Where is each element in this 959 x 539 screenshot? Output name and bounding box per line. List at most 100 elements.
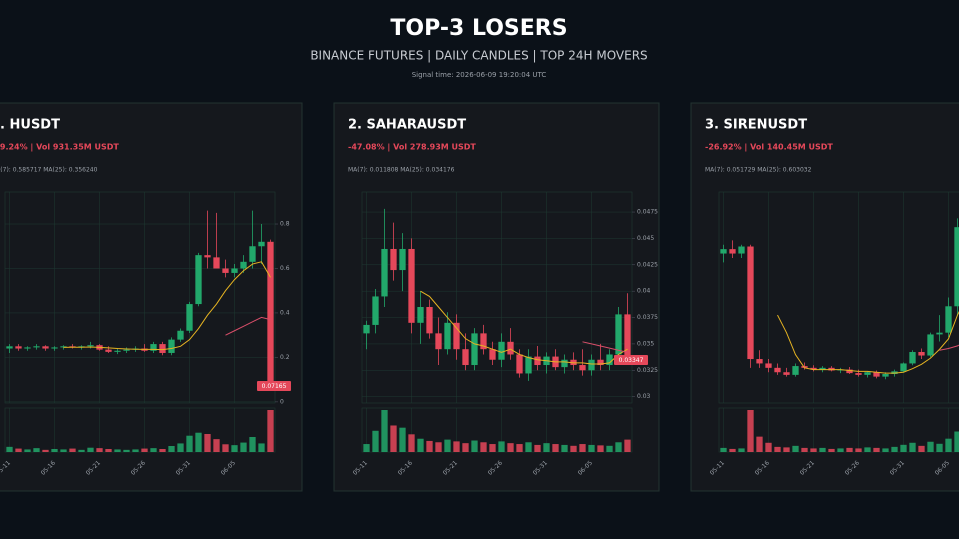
candle-body (15, 346, 22, 349)
y-tick-label: 0.03 (637, 393, 651, 400)
candle-body (747, 246, 754, 360)
candle-body (399, 248, 406, 271)
change-text: -47.08% | Vol 278.93M USDT (348, 143, 476, 152)
candle-body (873, 372, 880, 377)
panel: 3. SIRENUSDT -26.92% | Vol 140.45M USDT MA… (690, 102, 959, 492)
candle-body (222, 268, 229, 273)
volume-bar (891, 446, 898, 452)
volume-bar (363, 444, 370, 452)
ma-text: MA(7): 0.051729 MA(25): 0.603032 (705, 167, 812, 174)
change-text: -26.92% | Vol 140.45M USDT (705, 143, 833, 152)
candle-body (372, 296, 379, 325)
y-tick-label: 0.0475 (637, 209, 658, 216)
volume-bar (909, 442, 916, 452)
y-tick-label: 0.0375 (637, 314, 658, 321)
volume-bar (408, 434, 415, 452)
volume-bar (588, 444, 595, 452)
volume-frame (4, 407, 276, 453)
volume-bar (597, 445, 604, 452)
candle-body (792, 366, 799, 375)
volume-bar (204, 434, 211, 452)
candle-body (624, 314, 631, 361)
panel: 1. HUSDT -59.24% | Vol 931.35M USDT MA(7):… (0, 102, 303, 492)
volume-bar (123, 449, 130, 452)
y-tick-label: 0 (280, 398, 284, 405)
candle-body (507, 341, 514, 355)
candle-body (231, 268, 238, 273)
ma25-line (939, 344, 959, 351)
volume-bar (258, 443, 265, 452)
candle-body (606, 354, 613, 366)
volume-bar (534, 444, 541, 452)
candle-body (435, 333, 442, 350)
volume-bar (87, 447, 94, 452)
candle-body (426, 306, 433, 334)
candle-body (498, 341, 505, 360)
volume-bar (579, 444, 586, 452)
candle-body (954, 227, 959, 307)
volume-bar (783, 447, 790, 452)
volume-bar (489, 444, 496, 452)
y-tick-label: 0.6 (280, 265, 290, 272)
candle-body (525, 356, 532, 374)
candle-body (195, 255, 202, 305)
candle-body (765, 363, 772, 368)
volume-bar (240, 442, 247, 452)
candle-body (408, 248, 415, 323)
volume-bar (864, 447, 871, 452)
candle-body (114, 350, 121, 352)
ma-text: MA(7): 0.585717 MA(25): 0.356240 (0, 167, 98, 174)
candle-body (561, 359, 568, 368)
volume-bar (819, 447, 826, 452)
candle-body (846, 369, 853, 374)
volume-bar (150, 448, 157, 452)
volume-bar (222, 444, 229, 452)
candle-body (516, 354, 523, 374)
candle-body (570, 359, 577, 366)
panel-bg (333, 102, 660, 492)
candle-body (471, 333, 478, 366)
volume-bar (78, 449, 85, 452)
candle-body (489, 349, 496, 360)
y-tick-label: 0.035 (637, 340, 654, 347)
volume-bar (42, 449, 49, 452)
signal-time: Signal time: 2026-06-09 19:20:04 UTC (412, 71, 547, 79)
candle-body (168, 339, 175, 353)
volume-bar (141, 448, 148, 452)
volume-bar (810, 448, 817, 452)
candle-body (783, 372, 790, 375)
page-title: TOP-3 LOSERS (390, 16, 567, 41)
volume-bar (525, 442, 532, 452)
candle-body (738, 246, 745, 254)
volume-bar (561, 444, 568, 452)
volume-bar (873, 447, 880, 452)
candle-body (855, 373, 862, 375)
ma7-line (63, 261, 271, 351)
volume-bar (168, 446, 175, 452)
page-subtitle: BINANCE FUTURES | DAILY CANDLES | TOP 24… (310, 49, 647, 63)
volume-bar (15, 448, 22, 452)
volume-bar (381, 410, 388, 452)
volume-bar (720, 447, 727, 452)
volume-bar (195, 432, 202, 452)
volume-bar (6, 446, 13, 452)
candle-body (267, 241, 274, 386)
volume-frame (718, 407, 959, 453)
y-tick-label: 0.04 (637, 288, 651, 295)
volume-bar (177, 443, 184, 452)
volume-bar (945, 438, 952, 452)
candle-body (864, 372, 871, 375)
volume-bar (552, 444, 559, 452)
candle-body (87, 345, 94, 347)
volume-bar (159, 449, 166, 452)
candle-body (24, 347, 31, 349)
volume-bar (606, 445, 613, 452)
volume-bar (213, 439, 220, 452)
volume-bar (570, 445, 577, 452)
y-tick-label: 0.045 (637, 235, 654, 242)
candle-body (159, 344, 166, 353)
candle-body (909, 352, 916, 364)
volume-bar (507, 443, 514, 452)
candle-body (258, 241, 265, 247)
volume-bar (96, 448, 103, 452)
